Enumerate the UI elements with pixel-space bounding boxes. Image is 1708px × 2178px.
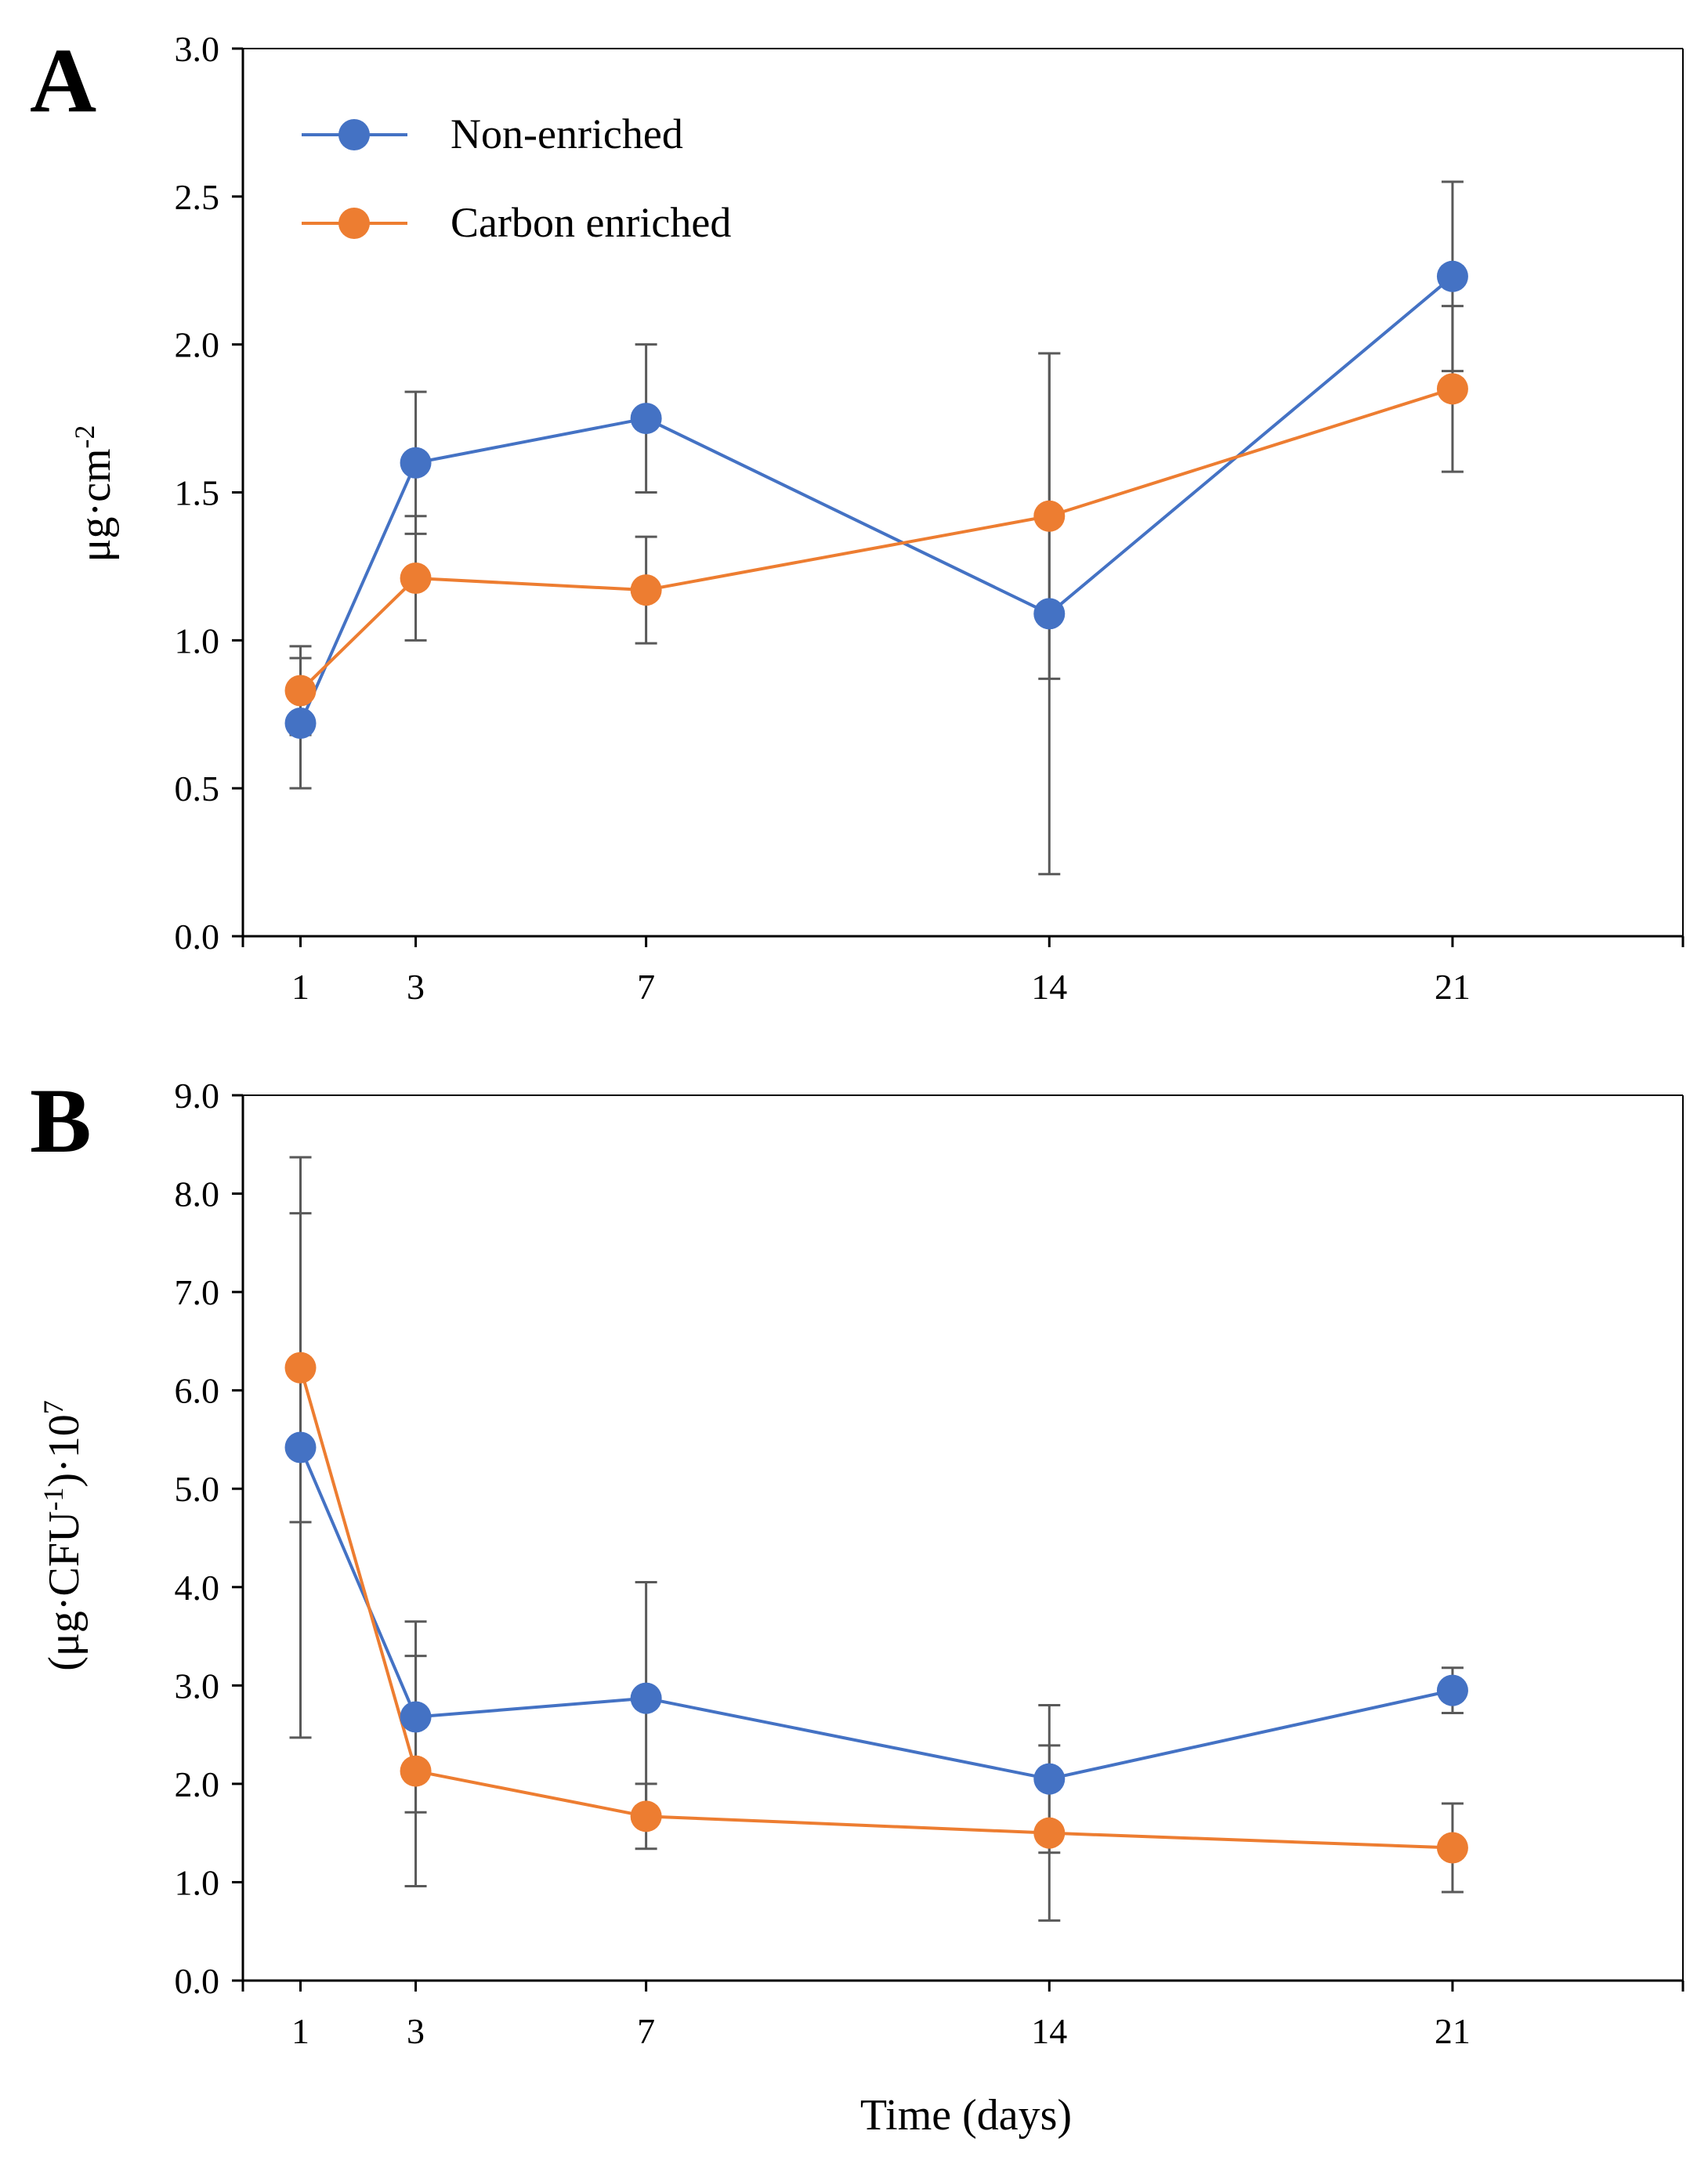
panel-b-non-enriched-point [630,1682,662,1714]
panel-b-letter: B [30,1069,92,1172]
panel-a: A 0.00.51.01.52.02.53.0 1 3 7 14 21 μg·cm-2 … [30,29,1684,1007]
panel-b-y-tick-label: 4.0 [175,1568,220,1608]
panel-a-y-tick-label: 2.0 [175,325,220,365]
panel-a-y-axis-title-sup: -2 [69,425,100,448]
panel-b-y-tick-label: 0.0 [175,1961,220,2001]
panel-a-non-enriched-point [1436,260,1468,292]
panel-b-x-tick-label: 1 [291,2011,309,2051]
legend-label-carbon-enriched: Carbon enriched [451,199,731,246]
panel-a-y-tick-label: 0.0 [175,917,220,957]
panel-b-carbon-enriched-point [630,1800,662,1832]
panel-a-x-tick-label: 21 [1435,967,1471,1007]
panel-a-y-axis-title: μg·cm-2 [69,425,120,562]
panel-a-letter: A [30,29,96,132]
panel-b-y-tick-label: 7.0 [175,1272,220,1312]
panel-a-y-tick-label: 1.0 [175,620,220,660]
panel-b-carbon-enriched-point [284,1351,317,1384]
panel-b-y-tick-label: 3.0 [175,1666,220,1706]
panel-a-carbon-enriched-point [1436,373,1468,405]
panel-a-carbon-enriched-point [284,675,317,707]
panel-a-y-axis-title-text: μg·cm [71,448,120,562]
legend-marker-carbon-enriched [338,208,370,239]
panel-a-non-enriched-point [1033,598,1066,630]
panel-b-y-tick-label: 5.0 [175,1469,220,1509]
panel-b-y-axis-title-sup1: -1 [38,1488,69,1511]
panel-a-x-tick-label: 14 [1031,967,1067,1007]
panel-a-non-enriched-point [284,707,317,740]
panel-b-x-tick-label: 14 [1031,2011,1067,2051]
panel-b-x-tick-label: 7 [637,2011,655,2051]
panel-a-non-enriched-point [630,403,662,435]
panel-a-carbon-enriched-point [630,574,662,606]
panel-b-y-axis-title-prefix: (μg·CFU [40,1511,89,1671]
panel-a-x-tick-label: 1 [291,967,309,1007]
legend-label-non-enriched: Non-enriched [451,110,683,157]
panel-b-y-tick-label: 1.0 [175,1862,220,1902]
panel-b-carbon-enriched-point [1033,1817,1066,1849]
panel-a-carbon-enriched-point [1033,500,1066,532]
panel-b-carbon-enriched-line [299,1367,1453,1850]
panel-a-carbon-enriched-point [400,563,432,595]
panel-a-series [284,180,1468,876]
panel-b-y-ticks: 0.0 1.0 2.0 3.0 4.0 5.0 6.0 7.0 8.0 9.0 [175,1076,243,2001]
panel-a-x-tick-label: 3 [407,967,425,1007]
panel-b-carbon-enriched-point [1436,1832,1468,1864]
legend-marker-non-enriched [338,119,370,150]
panel-b-y-tick-label: 6.0 [175,1371,220,1411]
panel-b-non-enriched-point [284,1431,317,1463]
panel-a-carbon-enriched-line [299,387,1453,692]
panel-b-non-enriched-point [400,1701,432,1733]
panel-a-y-ticks: 0.0 0.5 1.0 1.5 2.0 2.5 3.0 [175,29,243,957]
panel-b-y-axis-title: (μg·CFU-1)·107 [38,1400,89,1671]
panel-b-series [284,1156,1468,1922]
panel-b-y-tick-label: 8.0 [175,1174,220,1214]
panel-a-x-ticks: 1 3 7 14 21 [241,936,1684,1007]
panel-b: B 0.0 1.0 2.0 3.0 4.0 5.0 6.0 7.0 8.0 9.0 1 3 7 14 21… [30,1069,1684,2140]
panel-b-non-enriched-point [1436,1674,1468,1706]
panel-a-y-tick-label: 1.5 [175,473,220,513]
panel-b-y-axis-title-mid: )·10 [40,1414,89,1487]
panel-b-x-tick-label: 3 [407,2011,425,2051]
panel-b-carbon-enriched-point [400,1755,432,1787]
panel-a-y-tick-label: 3.0 [175,29,220,69]
panel-b-non-enriched-line [299,1446,1453,1781]
panel-b-y-tick-label: 9.0 [175,1076,220,1116]
panel-a-x-tick-label: 7 [637,967,655,1007]
panel-a-non-enriched-point [400,447,432,479]
x-axis-title: Time (days) [860,2091,1072,2140]
panel-a-y-tick-label: 0.5 [175,769,220,809]
legend: Non-enriched Carbon enriched [302,110,731,246]
panel-b-x-tick-label: 21 [1435,2011,1471,2051]
panel-b-y-tick-label: 2.0 [175,1764,220,1804]
panel-a-y-tick-label: 2.5 [175,177,220,217]
panel-b-y-axis-title-sup2: 7 [38,1400,69,1414]
panel-a-non-enriched-line [299,275,1454,724]
panel-b-x-ticks: 1 3 7 14 21 [241,1981,1684,2051]
panel-b-non-enriched-point [1033,1763,1066,1795]
